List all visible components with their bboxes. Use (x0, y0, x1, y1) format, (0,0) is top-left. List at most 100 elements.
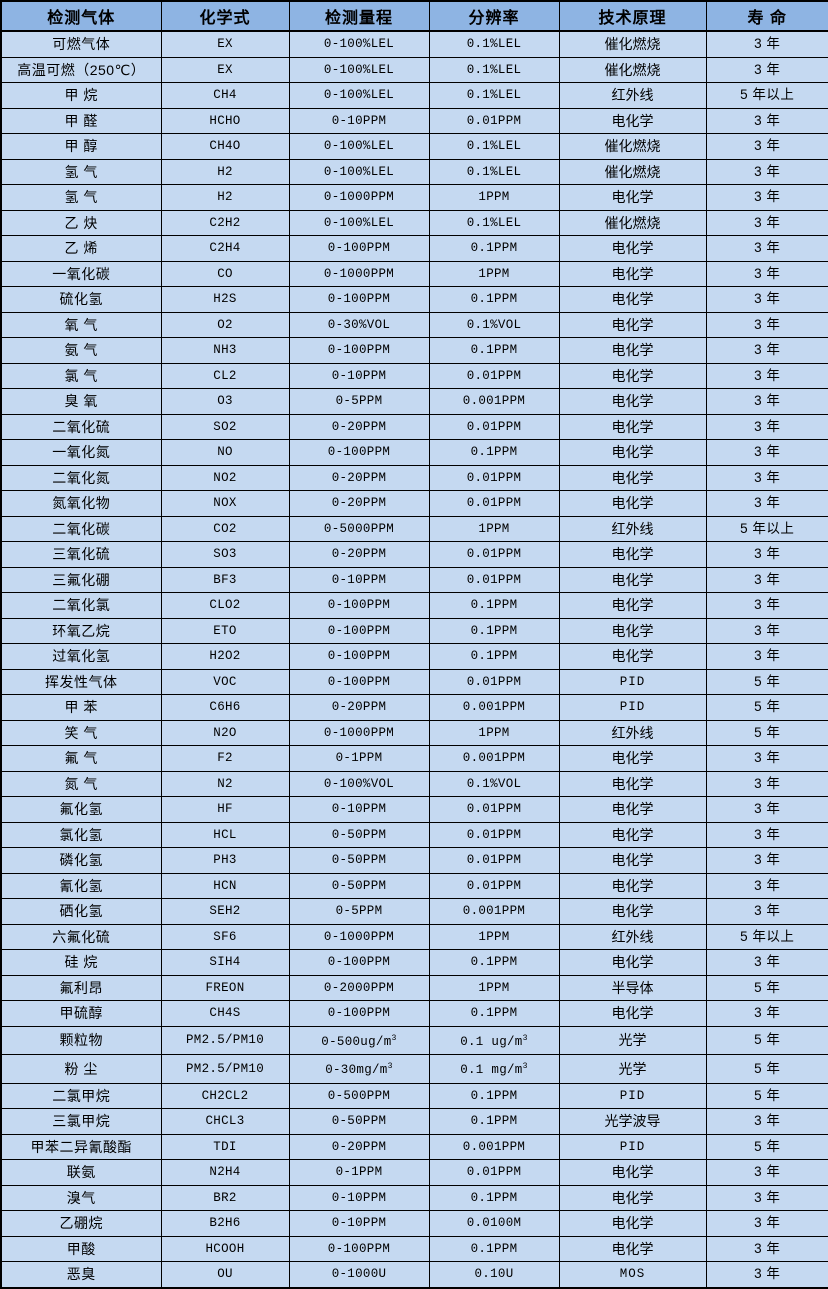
cell-gas: 溴气 (0, 1184, 162, 1212)
table-row: 氢 气 H2 0-1000PPM 1PPM 电化学 3 年 (0, 184, 828, 211)
cell-technology: 电化学 (558, 541, 707, 568)
cell-technology: 电化学 (558, 592, 707, 619)
cell-gas: 氟 气 (0, 745, 162, 772)
cell-gas: 联氨 (0, 1159, 162, 1186)
cell-gas: 二氯甲烷 (0, 1082, 162, 1110)
cell-gas: 六氟化硫 (0, 923, 162, 950)
cell-formula: BR2 (160, 1184, 290, 1212)
cell-gas: 氯 气 (0, 362, 162, 389)
table-row: 氟利昂 FREON 0-2000PPM 1PPM 半导体 5 年 (0, 974, 828, 1001)
cell-technology: 电化学 (558, 337, 707, 364)
cell-resolution: 1PPM (428, 260, 560, 287)
cell-lifespan: 3 年 (705, 413, 828, 440)
cell-lifespan: 3 年 (705, 592, 828, 619)
cell-lifespan: 3 年 (705, 464, 828, 491)
cell-gas: 乙 炔 (0, 209, 162, 236)
cell-formula: CL2 (160, 362, 290, 389)
cell-range: 0-10PPM (288, 566, 430, 593)
cell-resolution: 0.1PPM (428, 1184, 560, 1212)
cell-technology: 电化学 (558, 872, 707, 899)
cell-lifespan: 3 年 (705, 1261, 828, 1289)
cell-technology: 电化学 (558, 286, 707, 313)
cell-lifespan: 3 年 (705, 898, 828, 925)
cell-formula: N2 (160, 770, 290, 797)
cell-lifespan: 5 年 (705, 1133, 828, 1161)
cell-range: 0-20PPM (288, 464, 430, 491)
cell-resolution: 1PPM (428, 515, 560, 542)
table-row: 甲苯二异氰酸酯 TDI 0-20PPM 0.001PPM PID 5 年 (0, 1133, 828, 1161)
cell-lifespan: 3 年 (705, 107, 828, 134)
cell-formula: TDI (160, 1133, 290, 1161)
cell-gas: 乙 烯 (0, 235, 162, 262)
cell-formula: B2H6 (160, 1210, 290, 1237)
cell-gas: 硫化氢 (0, 286, 162, 313)
cell-technology: 电化学 (558, 796, 707, 823)
cell-range: 0-20PPM (288, 490, 430, 517)
cell-technology: 电化学 (558, 260, 707, 287)
cell-range: 0-5PPM (288, 898, 430, 925)
table-row: 甲酸 HCOOH 0-100PPM 0.1PPM 电化学 3 年 (0, 1235, 828, 1263)
cell-range: 0-10PPM (288, 796, 430, 823)
cell-formula: CHCL3 (160, 1108, 290, 1135)
cell-formula: CLO2 (160, 592, 290, 619)
cell-resolution: 0.01PPM (428, 1159, 560, 1186)
cell-gas: 氨 气 (0, 337, 162, 364)
cell-technology: 电化学 (558, 1159, 707, 1186)
cell-lifespan: 3 年 (705, 30, 828, 58)
cell-lifespan: 3 年 (705, 1000, 828, 1027)
cell-formula: SEH2 (160, 898, 290, 925)
cell-range: 0-20PPM (288, 1133, 430, 1161)
cell-technology: 电化学 (558, 439, 707, 466)
cell-formula: OU (160, 1261, 290, 1289)
cell-gas: 三氯甲烷 (0, 1108, 162, 1135)
table-row: 恶臭 OU 0-1000U 0.10U MOS 3 年 (0, 1261, 828, 1289)
cell-lifespan: 5 年 (705, 719, 828, 746)
cell-range: 0-10PPM (288, 107, 430, 134)
table-row: 氢 气 H2 0-100%LEL 0.1%LEL 催化燃烧 3 年 (0, 158, 828, 185)
cell-gas: 环氧乙烷 (0, 617, 162, 644)
cell-resolution: 0.01PPM (428, 566, 560, 593)
cell-range: 0-100PPM (288, 643, 430, 670)
cell-resolution: 0.1%VOL (428, 770, 560, 797)
cell-resolution: 1PPM (428, 719, 560, 746)
cell-formula: H2O2 (160, 643, 290, 670)
cell-gas: 氧 气 (0, 311, 162, 338)
cell-formula: HCHO (160, 107, 290, 134)
cell-formula: C2H2 (160, 209, 290, 236)
cell-lifespan: 3 年 (705, 209, 828, 236)
table-row: 高温可燃（250℃） EX 0-100%LEL 0.1%LEL 催化燃烧 3 年 (0, 56, 828, 83)
cell-lifespan: 3 年 (705, 235, 828, 262)
cell-technology: 电化学 (558, 107, 707, 134)
cell-technology: 电化学 (558, 1210, 707, 1237)
cell-formula: EX (160, 30, 290, 58)
cell-lifespan: 3 年 (705, 847, 828, 874)
table-row: 臭 氧 O3 0-5PPM 0.001PPM 电化学 3 年 (0, 388, 828, 415)
cell-lifespan: 3 年 (705, 1108, 828, 1135)
cell-range: 0-50PPM (288, 847, 430, 874)
cell-lifespan: 3 年 (705, 311, 828, 338)
cell-technology: 电化学 (558, 770, 707, 797)
cell-range: 0-100%LEL (288, 133, 430, 160)
cell-lifespan: 5 年 (705, 694, 828, 721)
cell-technology: 催化燃烧 (558, 56, 707, 83)
table-row: 甲 苯 C6H6 0-20PPM 0.001PPM PID 5 年 (0, 694, 828, 721)
cell-formula: CH2CL2 (160, 1082, 290, 1110)
cell-resolution: 0.1PPM (428, 1082, 560, 1110)
table-row: 一氧化碳 CO 0-1000PPM 1PPM 电化学 3 年 (0, 260, 828, 287)
column-header-range: 检测量程 (288, 0, 430, 32)
table-row: 氨 气 NH3 0-100PPM 0.1PPM 电化学 3 年 (0, 337, 828, 364)
cell-range: 0-100%LEL (288, 209, 430, 236)
cell-lifespan: 3 年 (705, 286, 828, 313)
cell-lifespan: 3 年 (705, 490, 828, 517)
cell-formula: C6H6 (160, 694, 290, 721)
cell-range: 0-1000PPM (288, 184, 430, 211)
cell-range: 0-5PPM (288, 388, 430, 415)
cell-gas: 一氧化氮 (0, 439, 162, 466)
cell-gas: 二氧化硫 (0, 413, 162, 440)
cell-gas: 甲苯二异氰酸酯 (0, 1133, 162, 1161)
cell-resolution: 0.1PPM (428, 286, 560, 313)
cell-technology: 催化燃烧 (558, 133, 707, 160)
table-row: 甲 烷 CH4 0-100%LEL 0.1%LEL 红外线 5 年以上 (0, 82, 828, 109)
cell-resolution: 0.1%VOL (428, 311, 560, 338)
table-row: 二氧化氮 NO2 0-20PPM 0.01PPM 电化学 3 年 (0, 464, 828, 491)
